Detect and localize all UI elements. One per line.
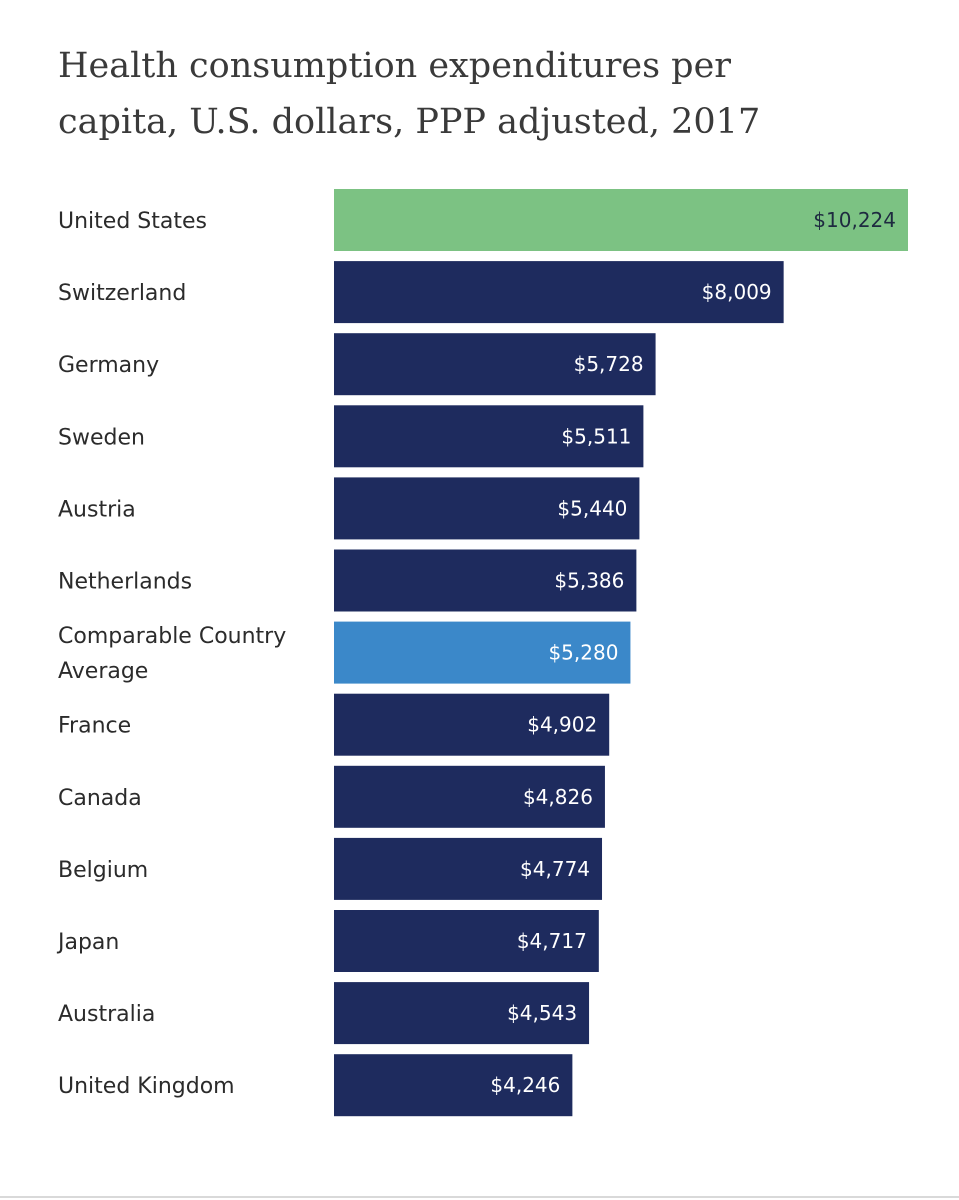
value-label-canada: $4,826	[523, 785, 593, 809]
category-label-canada: Canada	[58, 786, 142, 811]
bar-australia	[334, 982, 590, 1045]
bar-united-kingdom	[334, 1054, 573, 1117]
value-label-japan: $4,717	[517, 929, 587, 953]
bar-canada	[334, 765, 605, 828]
category-label-austria: Austria	[58, 497, 136, 522]
category-label-switzerland: Switzerland	[58, 281, 186, 306]
value-label-united-states: $10,224	[813, 208, 896, 232]
value-label-sweden: $5,511	[561, 424, 631, 448]
bar-sweden	[334, 405, 644, 468]
value-label-comparable-country-average: $5,280	[548, 641, 618, 665]
category-label-comparable-country-average: Comparable Country Average	[58, 624, 286, 684]
value-label-germany: $5,728	[574, 352, 644, 376]
bar-germany	[334, 333, 656, 396]
value-label-france: $4,902	[527, 713, 597, 737]
category-label-netherlands: Netherlands	[58, 570, 192, 595]
value-label-united-kingdom: $4,246	[490, 1073, 560, 1097]
category-label-belgium: Belgium	[58, 858, 148, 883]
bar-france	[334, 693, 610, 756]
category-label-germany: Germany	[58, 353, 159, 378]
category-label-united-kingdom: United Kingdom	[58, 1074, 235, 1099]
category-label-japan: Japan	[56, 930, 119, 955]
value-label-netherlands: $5,386	[554, 569, 624, 593]
bar-austria	[334, 477, 640, 540]
bar-belgium	[334, 837, 603, 900]
bar-united-states	[334, 189, 908, 251]
value-label-australia: $4,543	[507, 1001, 577, 1025]
bar-comparable-country-average	[334, 621, 631, 684]
value-label-belgium: $4,774	[520, 857, 590, 881]
category-label-france: France	[58, 714, 131, 739]
bar-japan	[334, 910, 599, 972]
category-label-sweden: Sweden	[58, 425, 145, 450]
value-label-austria: $5,440	[557, 496, 627, 520]
value-label-switzerland: $8,009	[702, 280, 772, 304]
chart-title: Health consumption expenditures per capi…	[58, 46, 761, 142]
category-label-united-states: United States	[58, 209, 207, 234]
bar-netherlands	[334, 549, 637, 612]
bar-switzerland	[334, 261, 784, 324]
category-label-australia: Australia	[58, 1002, 155, 1027]
bottom-divider	[0, 1196, 959, 1198]
